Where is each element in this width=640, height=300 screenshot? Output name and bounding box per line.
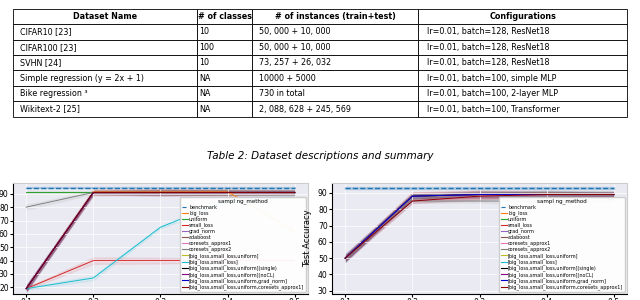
Legend: benchmark, big_loss, uniform, small_loss, grad_norm, adaboost, coresets_approx1,: benchmark, big_loss, uniform, small_loss… bbox=[180, 197, 306, 292]
Y-axis label: Test Accuracy: Test Accuracy bbox=[303, 210, 312, 267]
Legend: benchmark, big_loss, uniform, small_loss, grad_norm, adaboost, coresets_approx1,: benchmark, big_loss, uniform, small_loss… bbox=[499, 197, 625, 292]
Text: Table 2: Dataset descriptions and summary: Table 2: Dataset descriptions and summar… bbox=[207, 151, 433, 161]
